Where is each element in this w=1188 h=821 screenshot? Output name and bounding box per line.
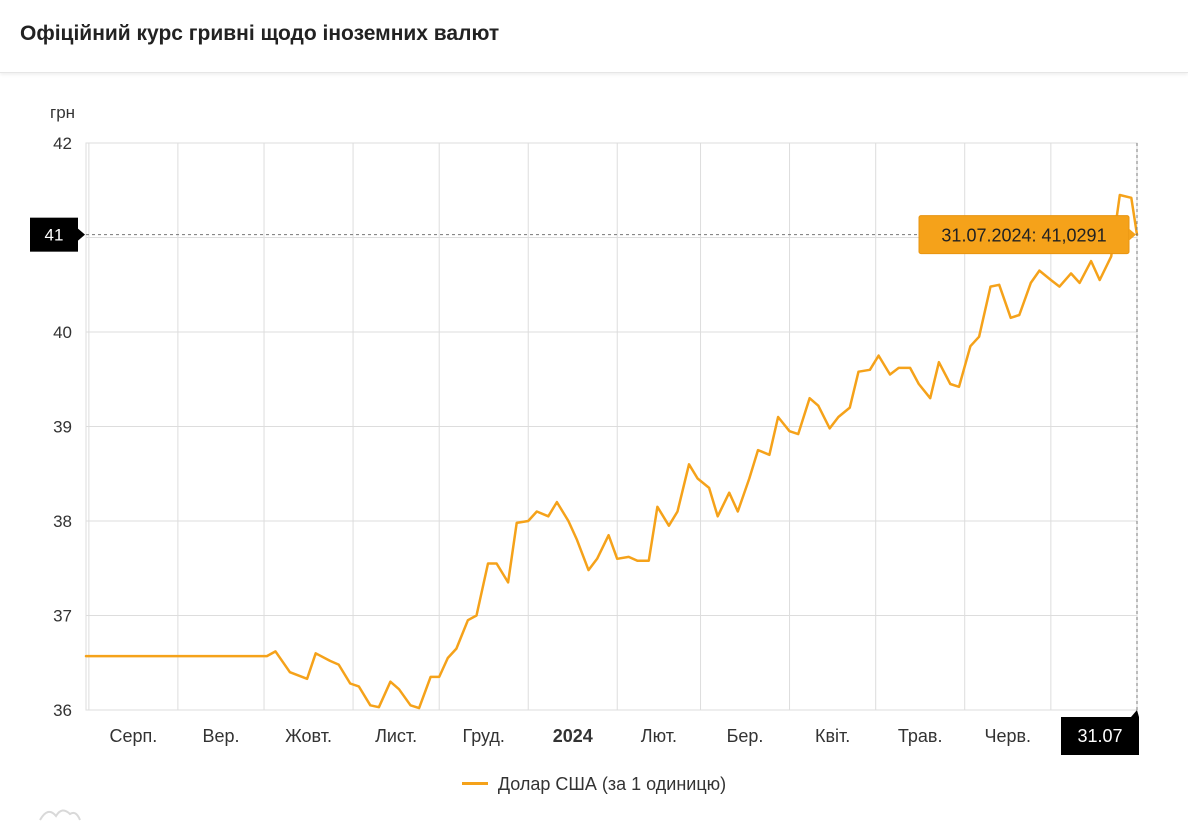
- legend-swatch: [461, 781, 488, 785]
- y-tick-label: 38: [53, 512, 72, 531]
- x-tick-label: Груд.: [462, 726, 504, 746]
- y-tick-label: 37: [53, 607, 72, 626]
- x-value-badge: [1061, 717, 1139, 755]
- y-value-badge-pointer: [78, 228, 85, 241]
- x-tick-label: 2024: [553, 726, 593, 746]
- logo-icon: [39, 809, 81, 821]
- x-value-badge-pointer: [1131, 710, 1139, 717]
- y-tick-label: 40: [53, 323, 72, 342]
- x-tick-label: Жовт.: [285, 726, 332, 746]
- x-tick-label: Серп.: [109, 726, 157, 746]
- legend[interactable]: Долар США (за 1 одиницю): [0, 774, 1188, 795]
- x-tick-label: Квіт.: [815, 726, 850, 746]
- x-tick-label: Бер.: [727, 726, 764, 746]
- series-line-usd[interactable]: [84, 193, 1139, 710]
- x-tick-label: Трав.: [898, 726, 943, 746]
- page-title: Офіційний курс гривні щодо іноземних вал…: [20, 22, 500, 45]
- y-value-badge: [30, 217, 78, 252]
- header: Офіційний курс гривні щодо іноземних вал…: [0, 0, 1188, 73]
- x-tick-label: Вер.: [202, 726, 239, 746]
- x-tick-label: Черв.: [984, 726, 1031, 746]
- y-tick-label: 42: [53, 134, 72, 153]
- x-value-badge-text: 31.07: [1077, 726, 1122, 746]
- x-tick-label: Лют.: [641, 726, 677, 746]
- value-tooltip-text: 31.07.2024: 41,0291: [941, 226, 1106, 246]
- value-tooltip-pointer: [1129, 228, 1136, 241]
- y-tick-label: 39: [53, 418, 72, 437]
- y-axis-label: грн: [50, 103, 75, 122]
- y-tick-label: 36: [53, 701, 72, 720]
- y-value-badge-text: 41: [45, 226, 64, 245]
- legend-label: Долар США (за 1 одиницю): [497, 774, 727, 794]
- x-tick-label: Лист.: [375, 726, 417, 746]
